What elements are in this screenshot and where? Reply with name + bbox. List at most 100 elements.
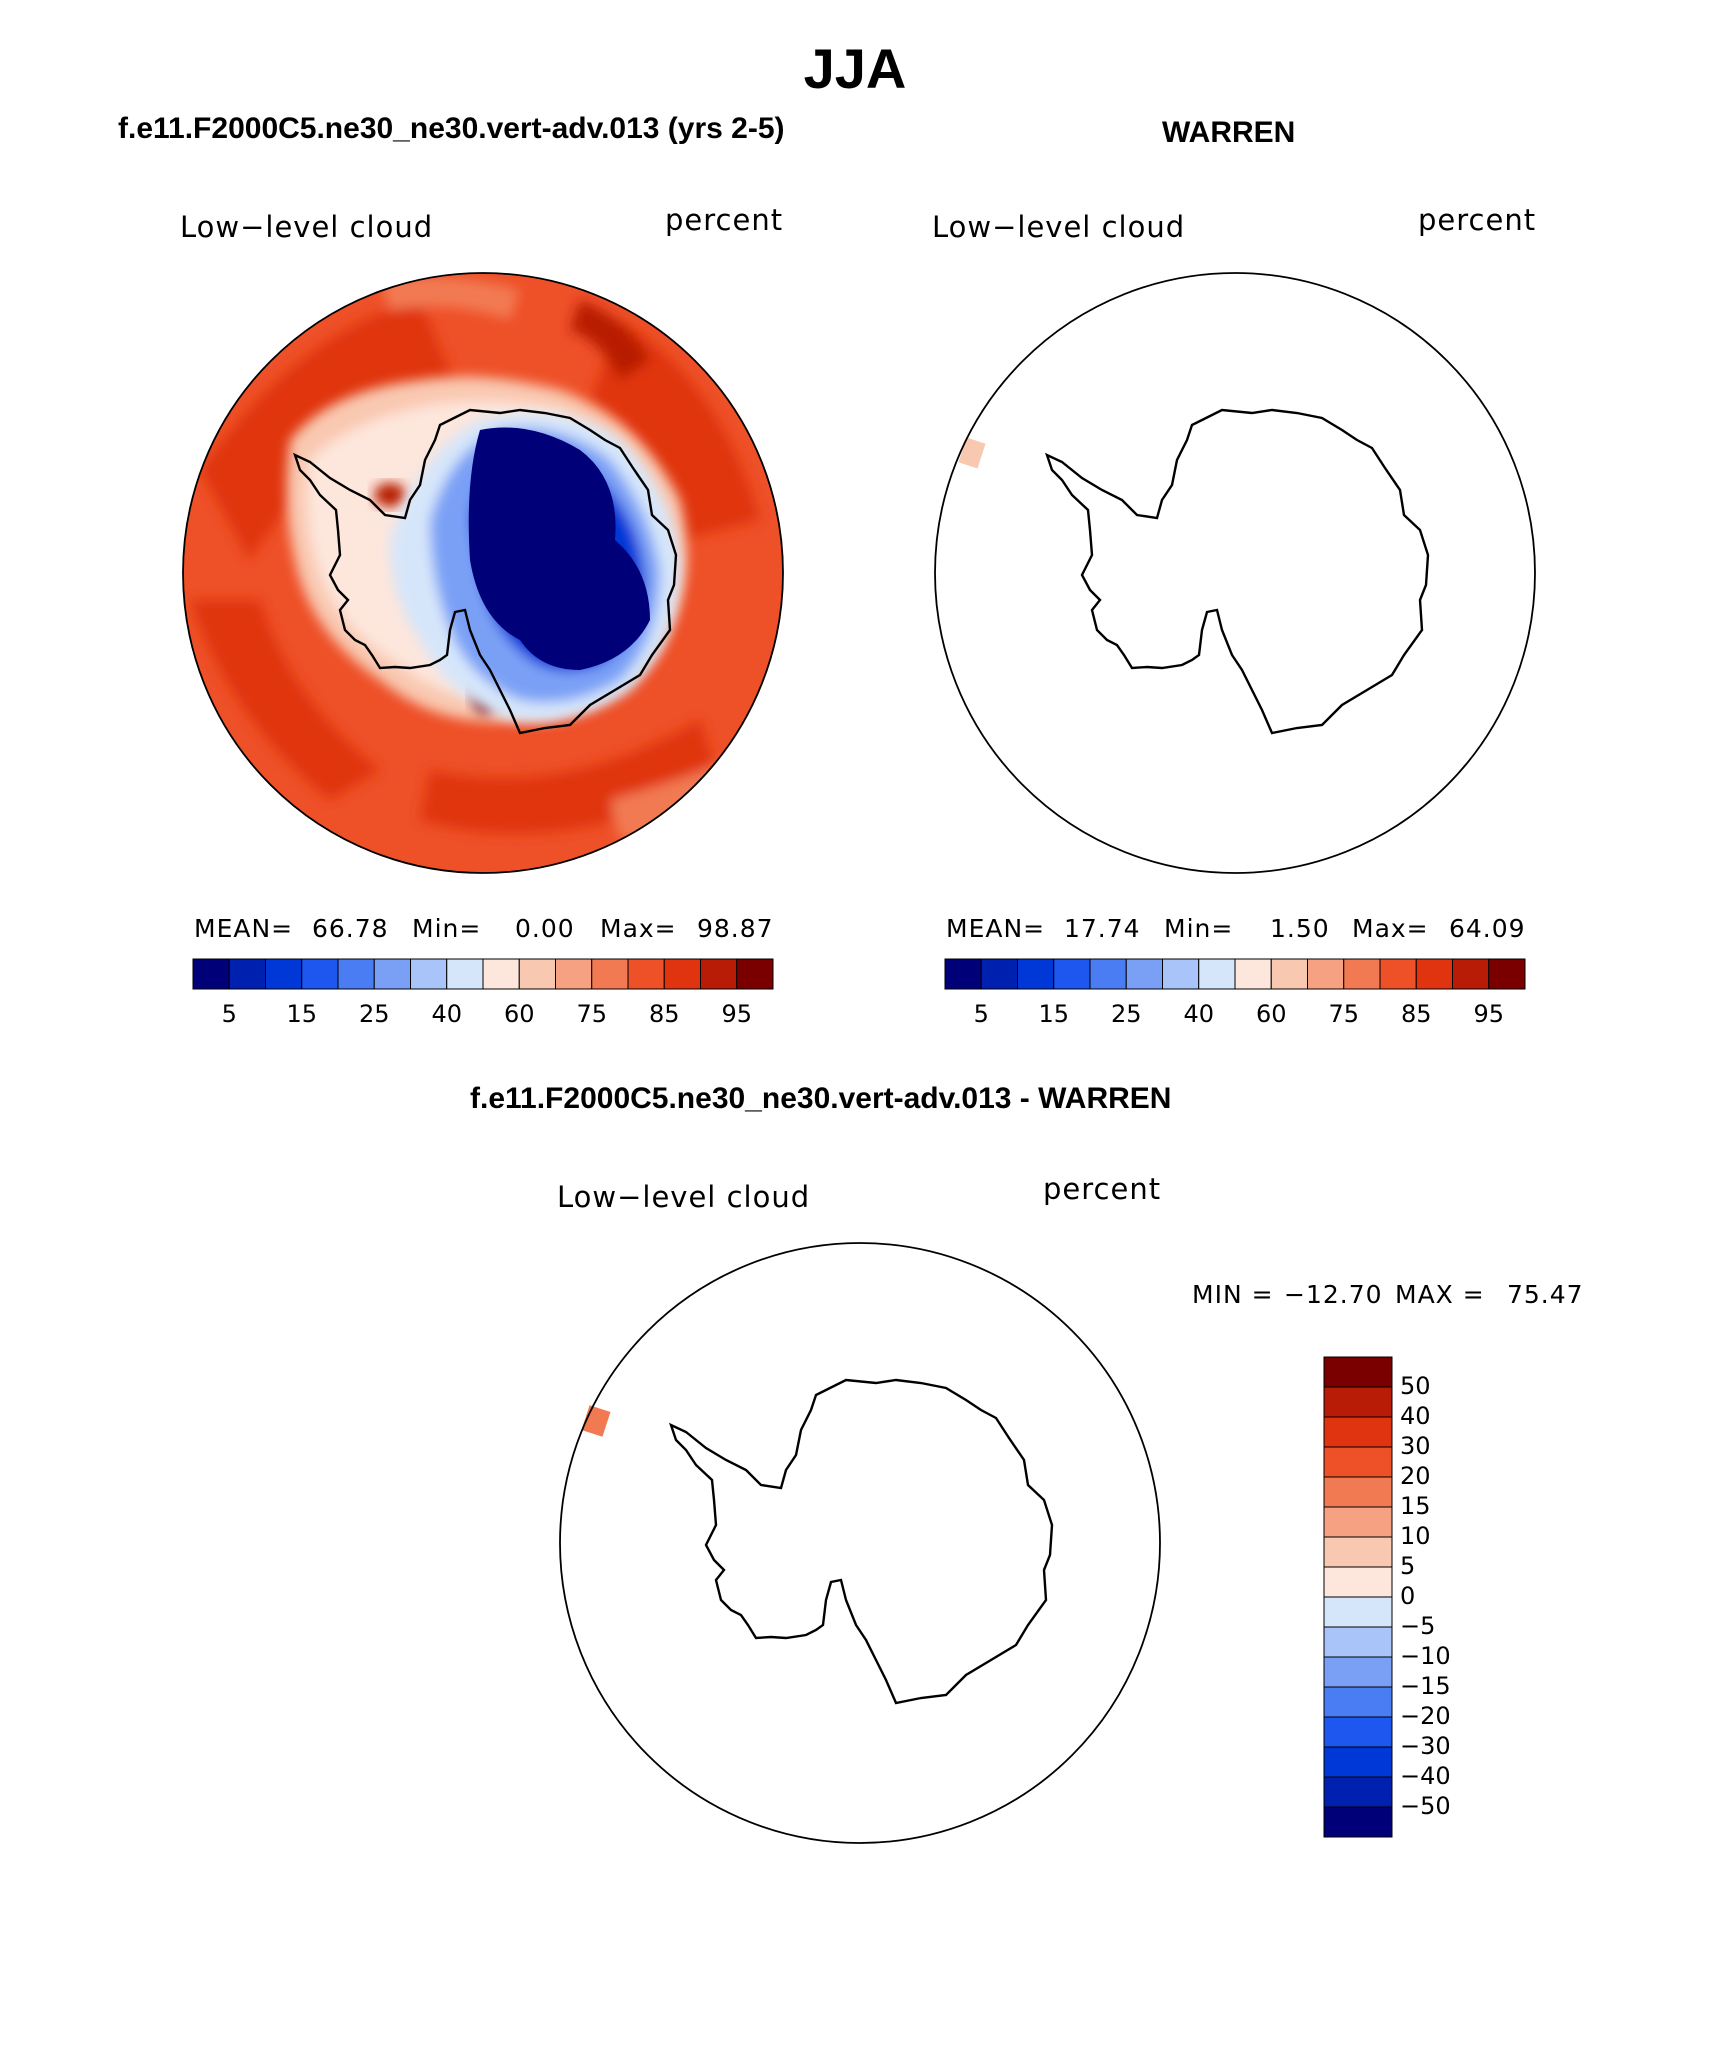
panel2-min-label: Min= [1164,914,1234,943]
figure-title: JJA [803,37,907,100]
panel3-min-value: −12.70 [1284,1280,1383,1309]
panel3-right-label: percent [1043,1172,1162,1206]
panel2-title: WARREN [1162,116,1296,149]
panel1-colorbar-tick: 40 [431,1000,463,1028]
panel1-colorbar-swatch [700,958,738,990]
panel3-colorbar-tick: −40 [1400,1762,1451,1790]
panel3-colorbar-tick: 0 [1400,1582,1416,1610]
panel2-colorbar [944,958,1526,990]
panel2-colorbar-swatch [1488,958,1526,990]
panel1-max-label: Max= [600,914,677,943]
panel3-colorbar-tick: 20 [1400,1462,1431,1490]
panel3-colorbar-tick: 5 [1400,1552,1416,1580]
panel1-colorbar-swatch [301,958,339,990]
panel1-colorbar-tick: 5 [221,1000,237,1028]
panel3-max-value: 75.47 [1507,1280,1584,1309]
panel3-colorbar-tick: 40 [1400,1402,1431,1430]
panel3-title: f.e11.F2000C5.ne30_ne30.vert-adv.013 - W… [470,1082,1172,1115]
panel3-colorbar-tick: −30 [1400,1732,1451,1760]
panel3-colorbar-swatch [1323,1506,1393,1538]
panel3-colorbar-tick: −50 [1400,1792,1451,1820]
panel3-max-label: MAX = [1395,1280,1485,1309]
panel3-colorbar-tick: −20 [1400,1702,1451,1730]
panel2-coastline [1044,408,1430,735]
panel3-colorbar-swatch [1323,1776,1393,1808]
panel2-colorbar-tick: 85 [1400,1000,1432,1028]
panel2-min-value: 1.50 [1270,914,1330,943]
panel2-colorbar-tick: 15 [1038,1000,1070,1028]
panel2-colorbar-tick: 60 [1255,1000,1287,1028]
panel3-colorbar-tick: −5 [1400,1612,1436,1640]
panel1-colorbar-swatch [482,958,520,990]
panel1-colorbar-swatch [446,958,484,990]
panel1-coastline [292,408,678,735]
panel3-colorbar-tick: 50 [1400,1372,1431,1400]
panel2-left-label: Low−level cloud [932,210,1186,244]
panel3-colorbar-swatch [1323,1716,1393,1748]
panel2-colorbar-swatch [1234,958,1272,990]
panel3-colorbar-swatch [1323,1686,1393,1718]
panel2-colorbar-swatch [1270,958,1308,990]
panel1-right-label: percent [665,203,784,237]
panel1-colorbar-tick: 95 [721,1000,753,1028]
panel1-colorbar-swatch [410,958,448,990]
panel2-colorbar-swatch [1415,958,1453,990]
panel1-field [183,273,783,873]
panel2-colorbar-swatch [1162,958,1200,990]
panel1-colorbar-swatch [373,958,411,990]
panel1-map-outline [182,272,784,874]
panel2-colorbar-swatch [980,958,1018,990]
panel2-mean-value: 17.74 [1064,914,1141,943]
panel2-colorbar-swatch [944,958,982,990]
panel2-colorbar-tick: 75 [1328,1000,1360,1028]
panel1-mean-value: 66.78 [312,914,389,943]
panel1-colorbar-swatch [736,958,774,990]
panel1-colorbar-tick: 25 [358,1000,390,1028]
panel2-colorbar-swatch [1379,958,1417,990]
panel2-colorbar-tick: 5 [973,1000,989,1028]
panel3-colorbar-swatch [1323,1386,1393,1418]
panel1-colorbar-swatch [265,958,303,990]
panel1-title: f.e11.F2000C5.ne30_ne30.vert-adv.013 (yr… [118,112,785,145]
panel3-colorbar-swatch [1323,1416,1393,1448]
panel2-data-patch [958,437,986,469]
panel3-colorbar-swatch [1323,1566,1393,1598]
panel1-colorbar-tick: 15 [286,1000,318,1028]
panel2-colorbar-swatch [1452,958,1490,990]
panel3-min-label: MIN = [1192,1280,1274,1309]
panel2-max-value: 64.09 [1449,914,1526,943]
panel3-colorbar-swatch [1323,1446,1393,1478]
panel2-max-label: Max= [1352,914,1429,943]
panel3-left-label: Low−level cloud [557,1180,811,1214]
panel3-colorbar-swatch [1323,1626,1393,1658]
panel2-colorbar-tick: 25 [1110,1000,1142,1028]
panel1-colorbar-tick: 60 [503,1000,535,1028]
panel3-coastline [668,1378,1054,1705]
panel1-colorbar-swatch [663,958,701,990]
panel3-colorbar-tick: 10 [1400,1522,1431,1550]
panel3-colorbar-swatch [1323,1806,1393,1838]
panel3-colorbar-swatch [1323,1596,1393,1628]
panel1-colorbar [192,958,774,990]
panel2-colorbar-swatch [1089,958,1127,990]
panel3-map-outline [559,1242,1161,1844]
panel3-colorbar-swatch [1323,1356,1393,1388]
panel3-colorbar-swatch [1323,1476,1393,1508]
panel3-colorbar-swatch [1323,1746,1393,1778]
panel2-colorbar-tick: 95 [1473,1000,1505,1028]
panel1-min-label: Min= [412,914,482,943]
panel1-left-label: Low−level cloud [180,210,434,244]
panel2-map-outline [934,272,1536,874]
panel1-colorbar-swatch [192,958,230,990]
panel3-colorbar-tick: 15 [1400,1492,1431,1520]
panel1-colorbar-tick: 85 [648,1000,680,1028]
panel1-mean-label: MEAN= [194,914,294,943]
panel2-colorbar-swatch [1017,958,1055,990]
panel2-right-label: percent [1418,203,1537,237]
panel1-colorbar-swatch [591,958,629,990]
panel3-colorbar-tick: −10 [1400,1642,1451,1670]
panel3-colorbar-tick: −15 [1400,1672,1451,1700]
panel3-colorbar-swatch [1323,1536,1393,1568]
